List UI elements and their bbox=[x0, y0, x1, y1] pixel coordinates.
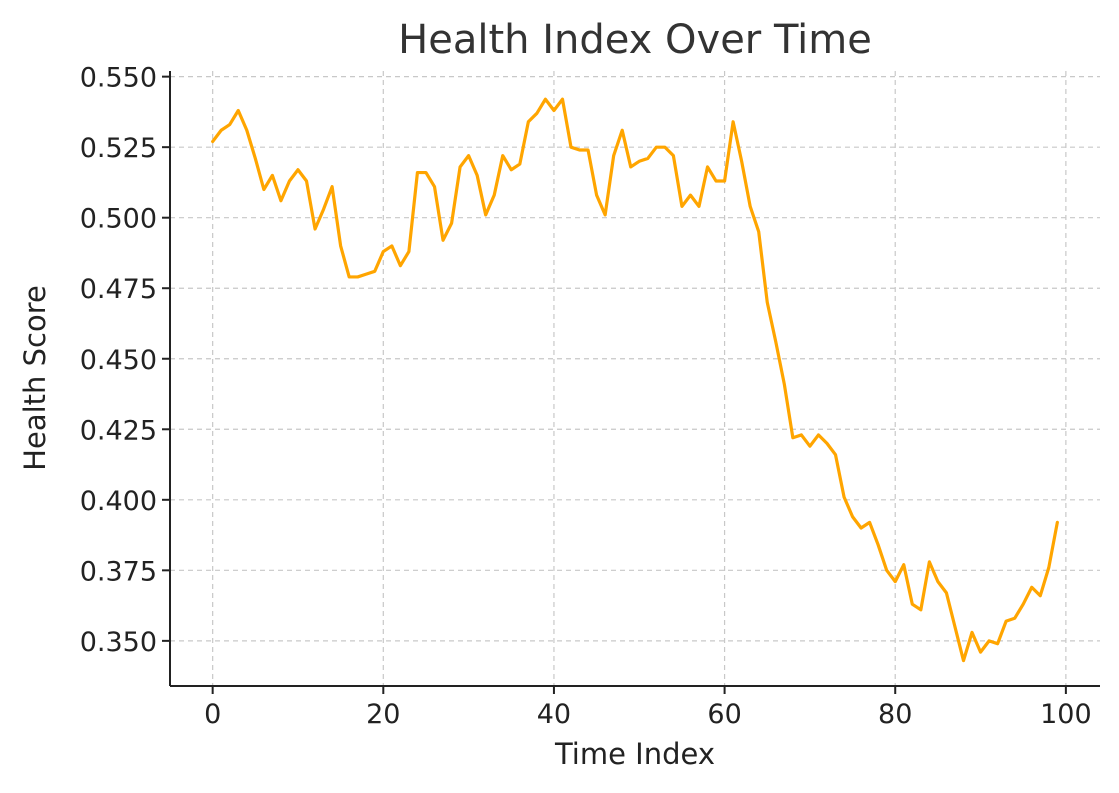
x-axis-label: Time Index bbox=[554, 737, 715, 771]
y-tick-label: 0.350 bbox=[80, 627, 157, 658]
y-tick-label: 0.375 bbox=[80, 556, 157, 587]
chart-title: Health Index Over Time bbox=[398, 17, 872, 63]
y-tick-label: 0.550 bbox=[80, 63, 157, 94]
y-tick-label: 0.475 bbox=[80, 274, 157, 305]
x-tick-label: 80 bbox=[878, 699, 912, 730]
tick-layer: 0 20 40 60 80 100 0.350 0.375 0.400 0.425 0.450 0.4… bbox=[80, 63, 1092, 730]
x-tick-label: 20 bbox=[366, 699, 400, 730]
y-axis-label: Health Score bbox=[18, 285, 52, 471]
y-tick-label: 0.525 bbox=[80, 133, 157, 164]
y-tick-label: 0.425 bbox=[80, 415, 157, 446]
x-tick-label: 40 bbox=[537, 699, 571, 730]
x-tick-label: 100 bbox=[1040, 699, 1092, 730]
x-tick-label: 0 bbox=[204, 699, 221, 730]
y-tick-label: 0.450 bbox=[80, 345, 157, 376]
y-tick-label: 0.400 bbox=[80, 486, 157, 517]
data-layer bbox=[211, 97, 1059, 663]
y-tick-label: 0.500 bbox=[80, 204, 157, 235]
x-tick-label: 60 bbox=[707, 699, 741, 730]
health-score-line bbox=[211, 97, 1059, 663]
